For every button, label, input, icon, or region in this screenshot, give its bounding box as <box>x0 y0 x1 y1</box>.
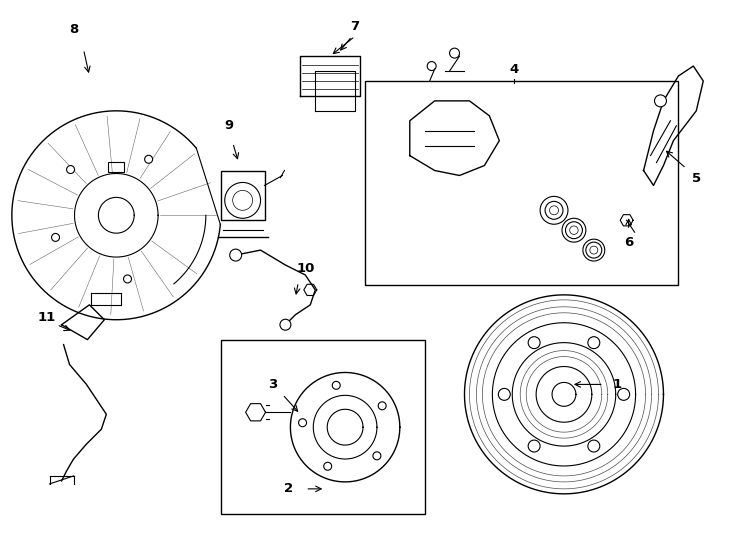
Text: 1: 1 <box>612 378 621 391</box>
Circle shape <box>225 183 261 218</box>
Circle shape <box>550 206 559 215</box>
Text: 6: 6 <box>624 235 633 248</box>
Circle shape <box>67 166 75 173</box>
Circle shape <box>449 48 459 58</box>
Text: 8: 8 <box>69 23 78 36</box>
Text: 5: 5 <box>691 172 701 185</box>
Circle shape <box>570 226 578 234</box>
Bar <box>365 81 678 285</box>
Circle shape <box>333 381 340 389</box>
Bar <box>221 171 264 220</box>
Circle shape <box>562 218 586 242</box>
Circle shape <box>280 319 291 330</box>
Circle shape <box>583 239 605 261</box>
Circle shape <box>588 440 600 452</box>
Bar <box>221 340 425 514</box>
Circle shape <box>378 402 386 410</box>
Circle shape <box>618 388 630 400</box>
Text: 11: 11 <box>37 311 56 324</box>
Circle shape <box>299 418 307 427</box>
Circle shape <box>233 191 252 210</box>
Circle shape <box>588 337 600 349</box>
Circle shape <box>427 62 436 71</box>
Text: 2: 2 <box>284 482 293 495</box>
Text: 10: 10 <box>296 261 314 274</box>
Circle shape <box>373 452 381 460</box>
Text: 4: 4 <box>509 63 519 76</box>
Circle shape <box>51 233 59 241</box>
Bar <box>109 161 124 172</box>
Circle shape <box>498 388 510 400</box>
Circle shape <box>324 462 332 470</box>
Circle shape <box>655 95 666 107</box>
Circle shape <box>230 249 241 261</box>
Circle shape <box>528 440 540 452</box>
Circle shape <box>590 246 597 254</box>
Circle shape <box>123 275 131 283</box>
Text: 3: 3 <box>268 378 277 391</box>
Circle shape <box>545 201 563 219</box>
Circle shape <box>586 242 602 258</box>
Circle shape <box>540 197 568 224</box>
Circle shape <box>565 222 582 239</box>
Circle shape <box>528 337 540 349</box>
Text: 9: 9 <box>224 119 233 132</box>
Circle shape <box>145 156 153 163</box>
Text: 7: 7 <box>351 20 360 33</box>
